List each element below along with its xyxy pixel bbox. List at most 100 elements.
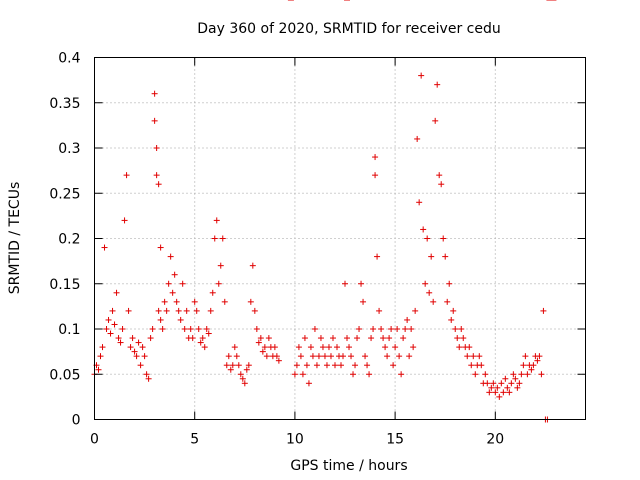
- data-point: [504, 384, 511, 391]
- data-point: [311, 326, 318, 332]
- data-point: [245, 362, 252, 369]
- data-point: [456, 344, 463, 351]
- data-point: [442, 253, 449, 260]
- data-point: [243, 366, 250, 373]
- data-point: [307, 344, 314, 351]
- data-point: [452, 326, 459, 332]
- data-point: [382, 344, 389, 351]
- data-point: [173, 298, 180, 305]
- data-point: [410, 344, 417, 351]
- data-point: [364, 362, 371, 369]
- data-point: [231, 344, 238, 351]
- data-points: [91, 0, 557, 423]
- data-point: [213, 217, 220, 224]
- data-point: [147, 335, 154, 342]
- data-point: [167, 253, 174, 260]
- data-point: [145, 375, 152, 382]
- data-point: [538, 371, 545, 378]
- data-point: [293, 362, 300, 369]
- data-point: [299, 371, 306, 378]
- data-point: [506, 389, 513, 396]
- data-point: [233, 353, 240, 360]
- data-point: [177, 316, 184, 323]
- y-tick-label: 0.1: [58, 322, 80, 338]
- data-point: [396, 353, 403, 360]
- data-point: [241, 380, 248, 387]
- data-point: [105, 316, 112, 323]
- data-point: [215, 280, 222, 287]
- data-point: [119, 326, 126, 332]
- y-tick-label: 0.05: [49, 367, 80, 383]
- data-point: [189, 335, 196, 342]
- data-point: [315, 353, 322, 360]
- y-tick-label: 0.25: [49, 186, 80, 202]
- data-point: [313, 362, 320, 369]
- data-point: [253, 326, 260, 332]
- data-point: [95, 366, 102, 373]
- data-point: [530, 362, 537, 369]
- data-point: [520, 362, 527, 369]
- data-point: [378, 326, 385, 332]
- data-point: [478, 362, 485, 369]
- data-point: [490, 380, 497, 387]
- data-point: [261, 344, 268, 351]
- data-point: [321, 353, 328, 360]
- data-point: [297, 353, 304, 360]
- data-point: [356, 326, 363, 332]
- data-point: [301, 335, 308, 342]
- data-point: [472, 371, 479, 378]
- data-point: [121, 217, 128, 224]
- data-point: [540, 307, 547, 314]
- grid-lines: [94, 57, 586, 420]
- data-point: [97, 353, 104, 360]
- data-point: [432, 117, 439, 124]
- data-point: [101, 244, 108, 251]
- data-point: [514, 384, 521, 391]
- data-point: [275, 357, 282, 364]
- x-tick-label: 10: [286, 432, 304, 448]
- axis-ticks: [94, 57, 586, 420]
- data-point: [460, 335, 467, 342]
- data-point: [187, 326, 194, 332]
- data-point: [153, 172, 160, 179]
- data-point: [422, 280, 429, 287]
- x-tick-label: 20: [486, 432, 504, 448]
- data-point: [536, 353, 543, 360]
- data-point: [346, 344, 353, 351]
- data-point: [384, 353, 391, 360]
- data-point: [139, 344, 146, 351]
- data-point: [333, 344, 340, 351]
- data-point: [109, 307, 116, 314]
- data-point: [197, 339, 204, 346]
- data-point: [179, 280, 186, 287]
- data-point: [424, 235, 431, 242]
- data-point: [225, 353, 232, 360]
- data-point: [394, 326, 401, 332]
- y-tick-label: 0.15: [49, 277, 80, 293]
- data-point: [237, 371, 244, 378]
- data-point: [436, 172, 443, 179]
- data-point: [199, 335, 206, 342]
- data-point: [440, 235, 447, 242]
- data-point: [205, 330, 212, 337]
- data-point: [143, 371, 150, 378]
- data-point: [418, 72, 425, 79]
- data-point: [151, 90, 158, 97]
- data-point: [516, 380, 523, 387]
- data-point: [362, 353, 369, 360]
- data-point: [159, 326, 166, 332]
- data-point: [303, 362, 310, 369]
- data-point: [295, 344, 302, 351]
- data-point: [430, 298, 437, 305]
- data-point: [157, 316, 164, 323]
- data-point: [155, 181, 162, 188]
- data-point: [354, 335, 361, 342]
- data-point: [229, 362, 236, 369]
- data-point: [181, 326, 188, 332]
- data-point: [331, 362, 338, 369]
- y-tick-label: 0.3: [58, 141, 80, 157]
- data-point: [358, 280, 365, 287]
- data-point: [344, 335, 351, 342]
- data-point: [195, 326, 202, 332]
- data-point: [255, 339, 262, 346]
